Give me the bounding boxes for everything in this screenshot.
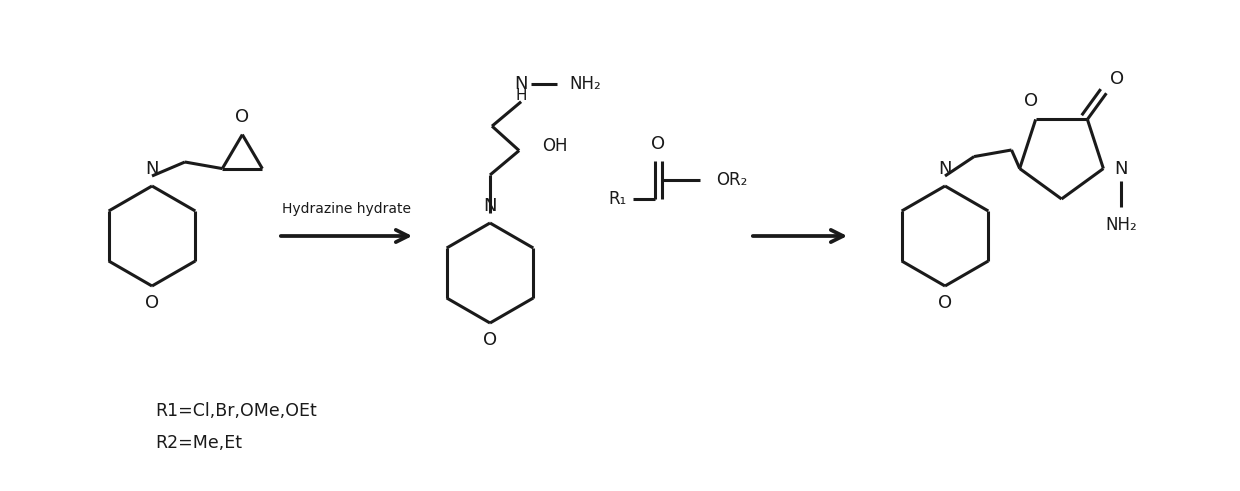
Text: OR₂: OR₂ (717, 171, 748, 189)
Text: R₁: R₁ (608, 190, 626, 208)
Text: N: N (145, 160, 159, 178)
Text: Hydrazine hydrate: Hydrazine hydrate (281, 202, 410, 216)
Text: N: N (939, 160, 952, 178)
Text: N: N (515, 75, 528, 93)
Text: R1=Cl,Br,OMe,OEt: R1=Cl,Br,OMe,OEt (155, 402, 316, 420)
Text: NH₂: NH₂ (569, 75, 601, 93)
Text: O: O (236, 108, 249, 126)
Text: N: N (484, 197, 497, 215)
Text: O: O (145, 294, 159, 312)
Text: O: O (482, 331, 497, 349)
Text: O: O (651, 135, 665, 153)
Text: H: H (516, 88, 527, 103)
Text: N: N (1115, 160, 1128, 178)
Text: NH₂: NH₂ (1106, 216, 1137, 234)
Text: R2=Me,Et: R2=Me,Et (155, 434, 242, 452)
Text: O: O (937, 294, 952, 312)
Text: OH: OH (542, 136, 568, 155)
Text: O: O (1023, 92, 1038, 110)
Text: O: O (1110, 70, 1123, 88)
